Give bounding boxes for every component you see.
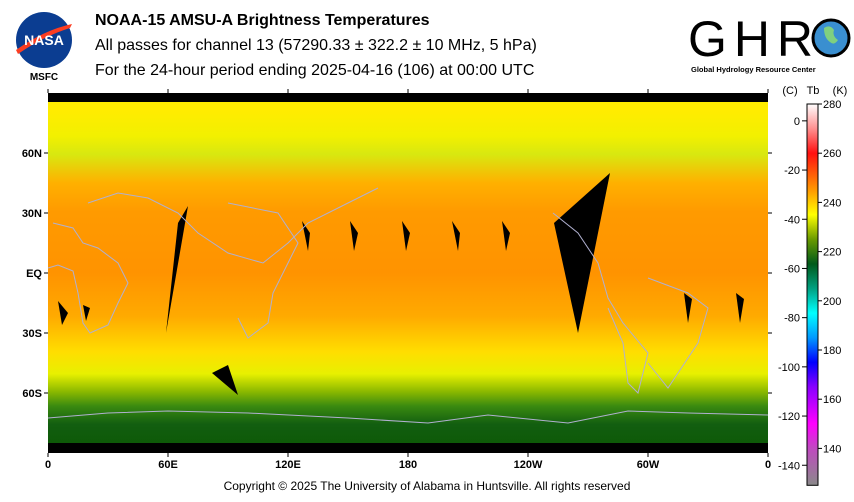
celsius-tick-label: -40 [784, 214, 800, 226]
svg-text:GHR: GHR [688, 11, 813, 67]
kelvin-tick-label: 200 [823, 296, 841, 308]
copyright-footer: Copyright © 2025 The University of Alaba… [223, 479, 631, 493]
svg-text:NASA: NASA [24, 32, 64, 48]
y-tick-label: 60N [22, 148, 42, 160]
y-tick-label: 60S [22, 388, 42, 400]
y-tick-label: 30N [22, 208, 42, 220]
celsius-tick-label: -80 [784, 313, 800, 325]
y-tick-label: EQ [26, 268, 42, 280]
svg-text:Global Hydrology Resource Cent: Global Hydrology Resource Center [691, 65, 816, 74]
kelvin-tick-label: 260 [823, 148, 841, 160]
celsius-tick-label: 0 [794, 116, 800, 128]
missing-north-band [48, 93, 768, 102]
period-subtitle: For the 24-hour period ending 2025-04-16… [95, 62, 535, 79]
x-tick-label: 0 [45, 459, 51, 471]
ghrc-logo: GHR Global Hydrology Resource Center [688, 11, 851, 74]
msfc-caption: MSFC [30, 72, 58, 82]
heatmap-field [48, 93, 768, 453]
nasa-logo: NASA MSFC [16, 12, 72, 82]
colorbar-unit-kelvin: (K) [832, 85, 848, 97]
kelvin-tick-label: 180 [823, 345, 841, 357]
x-tick-label: 180 [399, 459, 417, 471]
x-tick-label: 120E [275, 459, 301, 471]
colorbar-label-tb: Tb [806, 85, 820, 97]
missing-data-swath [350, 221, 358, 251]
missing-data-swath [684, 293, 692, 323]
missing-data-swath [302, 221, 310, 251]
missing-data-swath [502, 221, 510, 251]
x-tick-label: 120W [514, 459, 543, 471]
celsius-tick-label: -20 [784, 165, 800, 177]
colorbar-unit-celsius: (C) [782, 85, 798, 97]
celsius-tick-label: -60 [784, 263, 800, 275]
x-tick-label: 60E [158, 459, 178, 471]
chart-title: NOAA-15 AMSU-A Brightness Temperatures [95, 12, 430, 29]
missing-data-swath [166, 206, 188, 333]
missing-data-swath [554, 173, 610, 333]
coastlines [48, 187, 768, 424]
celsius-tick-label: -120 [778, 411, 800, 423]
missing-data-swath [83, 305, 90, 321]
missing-data-swath [452, 221, 460, 251]
x-tick-label: 0 [765, 459, 771, 471]
brightness-temperature-map [48, 93, 768, 453]
kelvin-tick-label: 240 [823, 197, 841, 209]
kelvin-tick-label: 220 [823, 247, 841, 259]
celsius-tick-label: -100 [778, 362, 800, 374]
missing-data-swath [402, 221, 410, 251]
y-tick-label: 30S [22, 328, 42, 340]
celsius-tick-label: -140 [778, 460, 800, 472]
missing-south-band [48, 443, 768, 453]
missing-data-swath [212, 365, 238, 395]
colorbar: 280 260 240 220 200 180 160 140 0 -20 -40 -60 -80 -10… [778, 99, 841, 486]
colorbar-gradient [806, 103, 819, 486]
kelvin-tick-label: 160 [823, 394, 841, 406]
channel-subtitle: All passes for channel 13 (57290.33 ± 32… [95, 37, 537, 54]
kelvin-tick-label: 280 [823, 99, 841, 111]
kelvin-tick-label: 140 [823, 443, 841, 455]
missing-data-swath [736, 293, 744, 323]
x-tick-label: 60W [637, 459, 660, 471]
missing-data-swath [58, 301, 68, 325]
